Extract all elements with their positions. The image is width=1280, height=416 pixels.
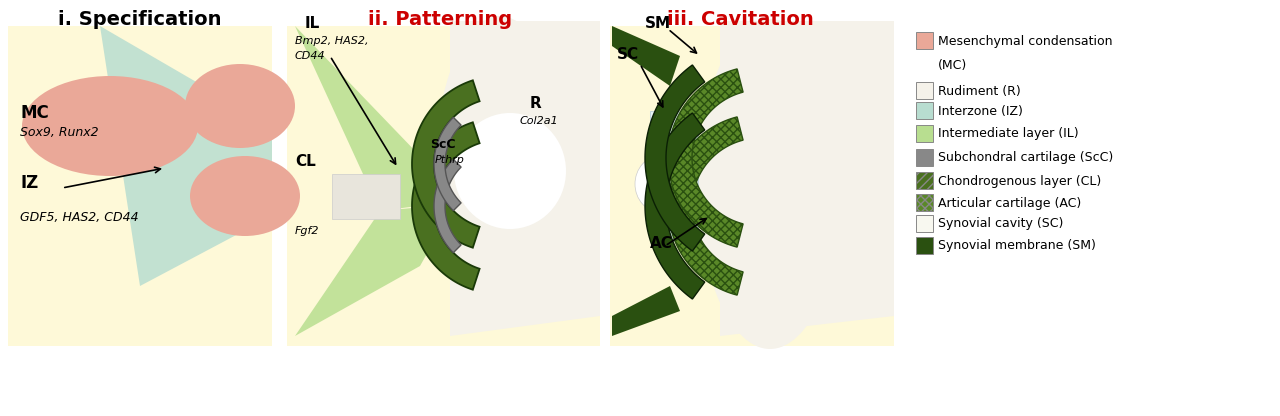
Polygon shape — [294, 26, 454, 211]
Text: (MC): (MC) — [938, 59, 968, 72]
Polygon shape — [412, 80, 480, 248]
Text: ii. Patterning: ii. Patterning — [367, 10, 512, 29]
Polygon shape — [434, 117, 461, 210]
Polygon shape — [645, 65, 705, 251]
Bar — [916, 149, 933, 166]
Text: SM: SM — [645, 16, 671, 31]
Text: Rudiment (R): Rudiment (R) — [938, 84, 1020, 97]
Polygon shape — [645, 113, 705, 299]
Text: Interzone (IZ): Interzone (IZ) — [938, 104, 1023, 117]
Ellipse shape — [435, 16, 564, 326]
Text: SC: SC — [617, 47, 639, 62]
Text: MC: MC — [20, 104, 49, 122]
Text: Synovial cavity (SC): Synovial cavity (SC) — [938, 218, 1064, 230]
Text: Synovial membrane (SM): Synovial membrane (SM) — [938, 240, 1096, 253]
Text: IZ: IZ — [20, 174, 38, 192]
Text: iii. Cavitation: iii. Cavitation — [667, 10, 813, 29]
Bar — [8, 26, 273, 346]
Text: Articular cartilage (AC): Articular cartilage (AC) — [938, 196, 1082, 210]
Bar — [916, 102, 933, 119]
Text: Chondrogenous layer (CL): Chondrogenous layer (CL) — [938, 174, 1101, 188]
Bar — [611, 26, 893, 346]
Text: CD44: CD44 — [294, 51, 325, 61]
Ellipse shape — [22, 76, 198, 176]
Ellipse shape — [186, 64, 294, 148]
Polygon shape — [434, 159, 461, 253]
Text: Fgf2: Fgf2 — [294, 226, 320, 236]
Text: Sox9, Runx2: Sox9, Runx2 — [20, 126, 99, 139]
Text: Bmp2, HAS2,: Bmp2, HAS2, — [294, 36, 369, 46]
Text: GDF5, HAS2, CD44: GDF5, HAS2, CD44 — [20, 211, 138, 224]
Ellipse shape — [698, 19, 842, 349]
Bar — [916, 215, 933, 232]
Text: Pthrp: Pthrp — [435, 155, 465, 165]
Bar — [916, 172, 933, 189]
Text: AC: AC — [650, 236, 673, 251]
Bar — [916, 82, 933, 99]
Text: R: R — [530, 96, 541, 111]
Text: Col2a1: Col2a1 — [520, 116, 559, 126]
Polygon shape — [612, 26, 680, 86]
Polygon shape — [612, 286, 680, 336]
Ellipse shape — [635, 156, 685, 212]
Polygon shape — [412, 122, 480, 290]
Bar — [916, 32, 933, 49]
Text: Subchondral cartilage (ScC): Subchondral cartilage (ScC) — [938, 151, 1114, 164]
Polygon shape — [294, 204, 454, 336]
Text: Mesenchymal condensation: Mesenchymal condensation — [938, 35, 1112, 47]
Text: IL: IL — [305, 16, 320, 31]
Ellipse shape — [189, 156, 300, 236]
Ellipse shape — [454, 113, 566, 229]
Polygon shape — [719, 21, 893, 336]
Bar — [650, 111, 698, 241]
Text: i. Specification: i. Specification — [59, 10, 221, 29]
Text: ScC: ScC — [430, 138, 456, 151]
Bar — [332, 174, 399, 219]
Bar — [916, 125, 933, 142]
Polygon shape — [668, 69, 744, 247]
Bar — [916, 237, 933, 254]
Bar — [916, 194, 933, 211]
Bar — [287, 26, 600, 346]
Text: CL: CL — [294, 154, 316, 169]
Text: Intermediate layer (IL): Intermediate layer (IL) — [938, 127, 1079, 141]
Polygon shape — [451, 21, 600, 336]
Polygon shape — [100, 26, 273, 286]
Polygon shape — [668, 117, 744, 295]
